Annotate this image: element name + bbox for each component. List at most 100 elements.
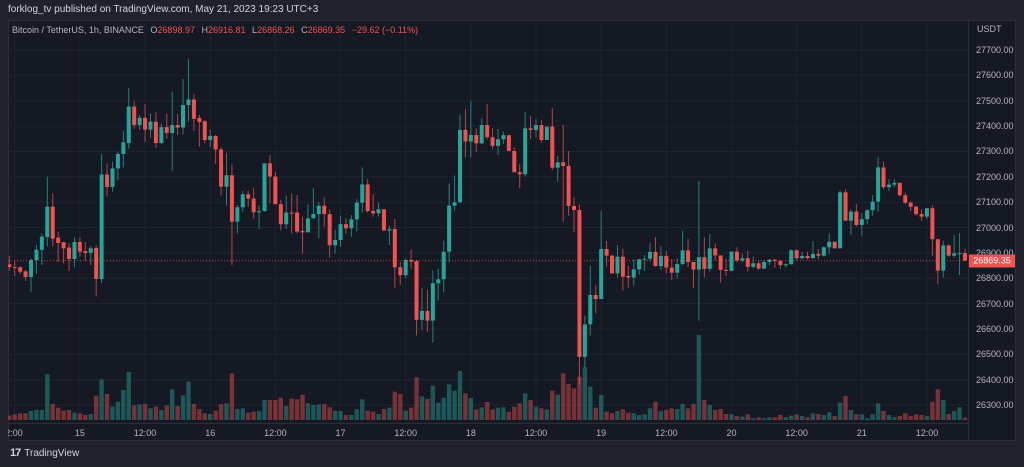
candle-down [962, 253, 967, 261]
candle-down [593, 294, 598, 300]
candle-up [34, 249, 39, 260]
candle-down [854, 211, 859, 225]
candle-down [23, 271, 28, 277]
volume-bar [615, 411, 620, 420]
candle-up [544, 126, 549, 141]
volume-bar [131, 405, 137, 420]
volume-bar [707, 405, 712, 420]
volume-bar [609, 413, 615, 420]
volume-bar [93, 395, 99, 420]
candle-down [322, 205, 327, 215]
volume-bar [854, 414, 859, 420]
volume-bar [631, 413, 636, 420]
time-tick-label: 18 [465, 428, 476, 438]
candle-down [713, 248, 718, 256]
candle-up [838, 192, 843, 249]
candle-down [577, 210, 582, 357]
candle-up [658, 255, 663, 267]
volume-bar [734, 416, 740, 420]
candle-up [555, 162, 560, 168]
volume-bar [251, 411, 256, 420]
candle-up [148, 121, 153, 130]
volume-bar [827, 412, 832, 420]
volume-bar [626, 412, 631, 420]
volume-bar [566, 384, 571, 420]
candle-up [208, 135, 213, 141]
candle-down [202, 121, 207, 141]
low-label: L [252, 25, 258, 35]
volume-bar [577, 376, 582, 420]
volume-bar [892, 417, 897, 420]
volume-bar [805, 417, 810, 420]
volume-bar [859, 414, 865, 420]
volume-bar [837, 402, 843, 420]
volume-bar [501, 407, 506, 420]
volume-bar [946, 414, 951, 420]
volume-bar [680, 404, 685, 420]
candle-down [794, 250, 799, 259]
volume-bar [284, 406, 289, 420]
candle-up [29, 259, 34, 277]
time-tick-label: 17 [335, 428, 346, 438]
candle-down [610, 255, 615, 274]
volume-bar [322, 404, 327, 420]
volume-bar [669, 408, 674, 420]
volume-bar [778, 415, 783, 420]
candle-down [664, 255, 669, 268]
volume-bar [213, 410, 218, 420]
volume-bar [381, 409, 387, 420]
candle-up [827, 241, 832, 248]
candle-up [821, 247, 826, 256]
candle-up [354, 202, 359, 220]
candle-up [441, 251, 446, 280]
volume-bar [783, 417, 788, 420]
chart-panel[interactable] [8, 20, 1016, 441]
price-tick-label: 26700.00 [976, 298, 1014, 309]
candle-up [642, 258, 647, 260]
volume-bar [110, 406, 115, 420]
price-tick-label: 27300.00 [976, 146, 1014, 157]
volume-bar [729, 414, 734, 420]
candle-up [262, 163, 267, 212]
volume-bar [218, 404, 224, 420]
time-tick-label: 20 [726, 428, 737, 438]
candle-down [485, 125, 490, 138]
candle-up [39, 236, 44, 250]
volume-bar [121, 390, 126, 420]
volume-bar [506, 411, 512, 420]
tradingview-logo[interactable]: 17 TradingView [10, 447, 79, 459]
candle-down [561, 162, 566, 166]
candle-down [343, 224, 348, 229]
candle-up [181, 105, 186, 128]
volume-bar [246, 412, 251, 420]
tradingview-logo-icon: 17 [10, 447, 21, 459]
time-axis[interactable]: 2:00 15 12:00 16 12:00 17 12:00 18 12:00 19 12:00 2… [8, 423, 968, 442]
candlestick-plot[interactable] [8, 20, 968, 423]
price-axis[interactable] [968, 20, 1016, 441]
time-tick-label: 12:00 [394, 428, 417, 438]
volume-bar [170, 389, 175, 420]
volume-bar [425, 399, 430, 420]
time-tick-label: 12:00 [524, 428, 548, 438]
candle-down [267, 163, 272, 177]
high-label: H [201, 25, 208, 35]
volume-bar [88, 414, 93, 420]
volume-bar [61, 410, 66, 420]
candle-up [870, 201, 875, 211]
volume-bar [17, 413, 23, 420]
volume-bar [457, 371, 463, 420]
volume-bar [354, 409, 360, 420]
volume-bar [799, 416, 805, 420]
volume-bar [186, 381, 191, 420]
candle-up [419, 310, 424, 320]
volume-bar [430, 385, 436, 420]
volume-bar [468, 398, 474, 420]
candle-down [191, 99, 196, 119]
candle-down [132, 106, 137, 126]
candle-up [751, 263, 756, 267]
volume-bar [463, 393, 468, 420]
volume-bar [598, 395, 604, 420]
volume-bar [137, 404, 142, 420]
volume-bar [664, 410, 669, 420]
candle-down [474, 134, 479, 144]
